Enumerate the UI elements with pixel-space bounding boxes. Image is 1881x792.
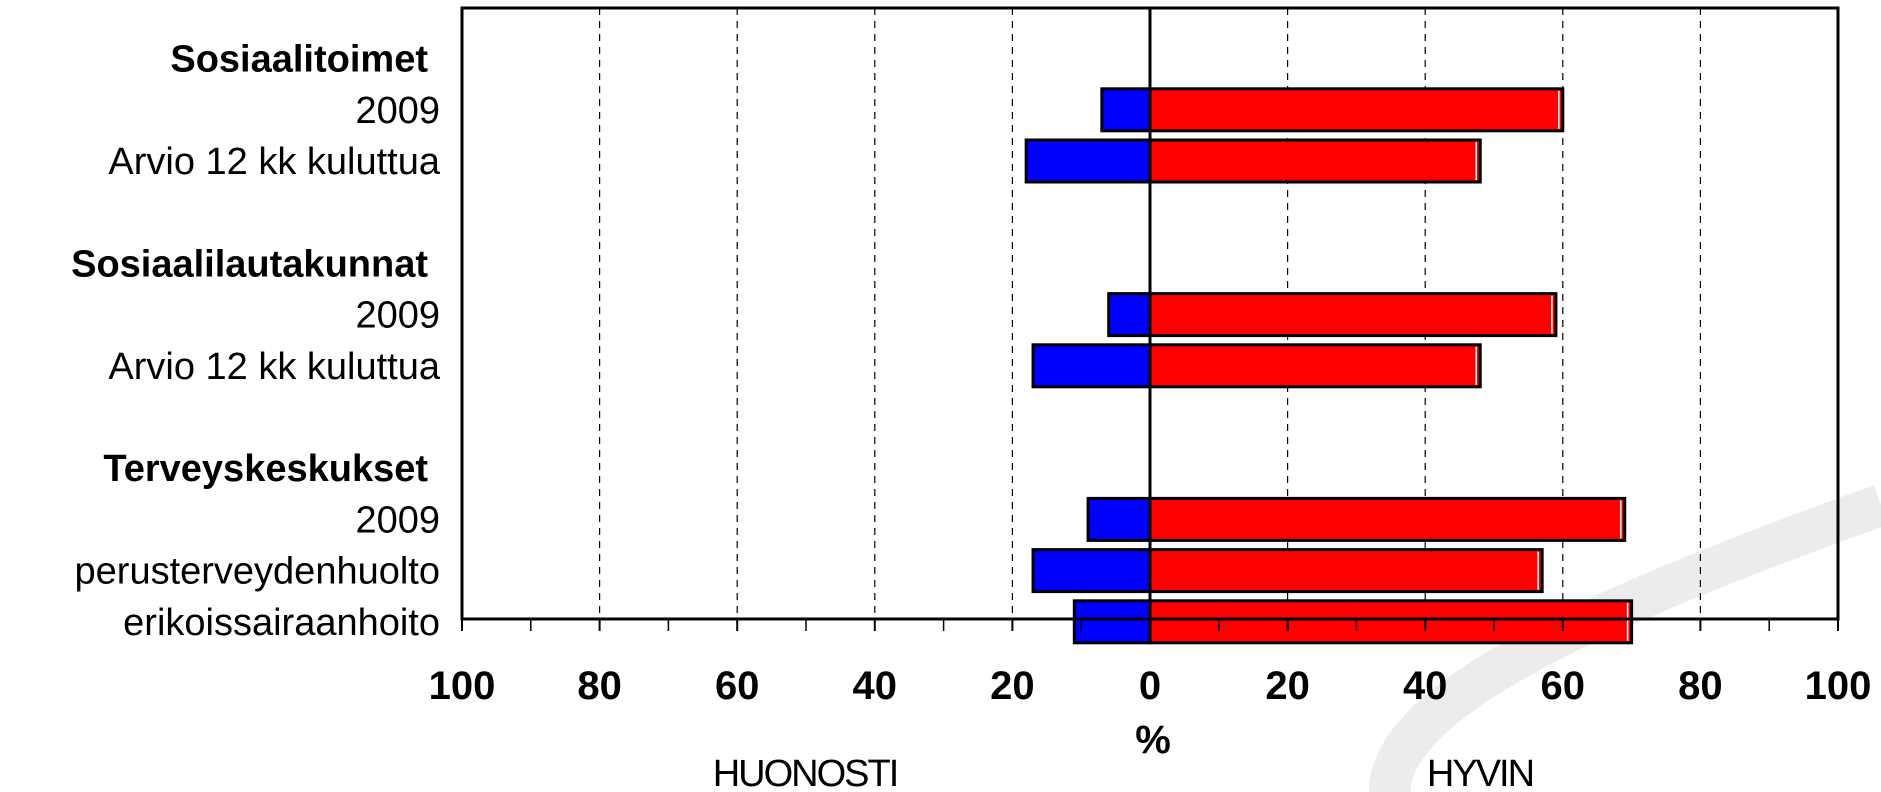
x-tick-label: 80 bbox=[577, 664, 622, 708]
category-label: Arvio 12 kk kuluttua bbox=[108, 141, 440, 183]
bar-negative bbox=[1024, 138, 1152, 184]
category-label: perusterveydenhuolto bbox=[75, 551, 440, 593]
group-label: Terveyskeskukset bbox=[103, 448, 428, 490]
bar-positive bbox=[1148, 599, 1634, 645]
x-tick-label: 0 bbox=[1139, 664, 1161, 708]
x-tick-label: 60 bbox=[715, 664, 760, 708]
category-labels: Sosiaalitoimet 2009 Arvio 12 kk kuluttua So… bbox=[71, 39, 441, 644]
group-label: Sosiaalilautakunnat bbox=[71, 243, 428, 285]
axis-ticks: 100 80 60 40 20 0 20 40 60 80 100 bbox=[429, 619, 1872, 708]
bar-positive bbox=[1148, 548, 1544, 594]
bar-negative bbox=[1086, 496, 1152, 542]
bar-positive bbox=[1148, 496, 1627, 542]
watermark-arc bbox=[1368, 485, 1881, 792]
category-label: 2009 bbox=[355, 499, 440, 541]
bar-positive bbox=[1148, 343, 1482, 389]
group-label: Sosiaalitoimet bbox=[170, 39, 428, 81]
x-tick-label: 40 bbox=[1403, 664, 1448, 708]
x-tick-label: 20 bbox=[990, 664, 1035, 708]
x-tick-label: 80 bbox=[1678, 664, 1723, 708]
bar-negative bbox=[1031, 548, 1152, 594]
bar-positive bbox=[1148, 292, 1558, 338]
category-label: 2009 bbox=[355, 295, 440, 337]
bar-negative bbox=[1031, 343, 1152, 389]
x-tick-label: 40 bbox=[853, 664, 898, 708]
bar-positive bbox=[1148, 87, 1565, 133]
bar-negative bbox=[1100, 87, 1152, 133]
bar-negative bbox=[1072, 599, 1152, 645]
x-axis-label: % bbox=[1135, 718, 1171, 762]
x-tick-label: 60 bbox=[1541, 664, 1586, 708]
side-label-positive: HYVIN bbox=[1427, 753, 1533, 792]
side-label-negative: HUONOSTI bbox=[713, 753, 898, 792]
bars bbox=[1024, 8, 1634, 645]
x-tick-label: 100 bbox=[429, 664, 496, 708]
x-tick-label: 100 bbox=[1805, 664, 1872, 708]
bar-positive bbox=[1148, 138, 1482, 184]
bar-negative bbox=[1107, 292, 1152, 338]
category-label: Arvio 12 kk kuluttua bbox=[108, 346, 440, 388]
category-label: erikoissairaanhoito bbox=[123, 602, 440, 644]
category-label: 2009 bbox=[355, 90, 440, 132]
x-tick-label: 20 bbox=[1265, 664, 1310, 708]
